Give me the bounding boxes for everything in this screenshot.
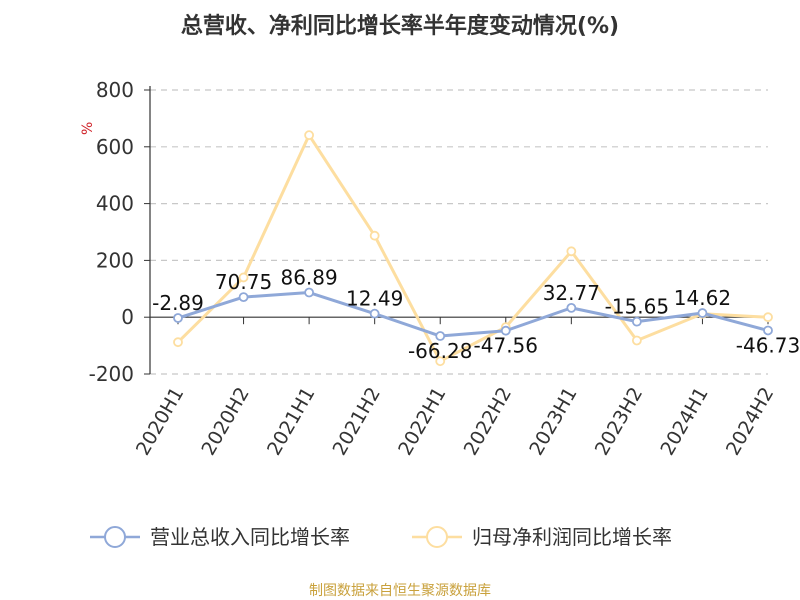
data-label: 86.89 bbox=[280, 266, 337, 290]
data-label: -47.56 bbox=[474, 334, 538, 358]
data-point[interactable] bbox=[763, 325, 773, 336]
x-tick-label: 2023H2 bbox=[591, 384, 647, 460]
x-tick-label: 2021H1 bbox=[263, 384, 319, 460]
series-group bbox=[173, 130, 773, 367]
data-point[interactable] bbox=[631, 316, 642, 327]
data-point[interactable] bbox=[566, 302, 577, 313]
series-line bbox=[177, 291, 769, 338]
data-point[interactable] bbox=[435, 331, 446, 341]
data-point[interactable] bbox=[435, 356, 446, 367]
legend-marker bbox=[426, 526, 448, 548]
data-point[interactable] bbox=[304, 287, 315, 298]
x-tick-label: 2020H1 bbox=[132, 384, 188, 460]
x-tick-label: 2024H2 bbox=[722, 384, 778, 460]
data-point[interactable] bbox=[697, 308, 708, 318]
data-label: -15.65 bbox=[605, 295, 669, 319]
data-point[interactable] bbox=[631, 335, 642, 346]
x-tick-label: 2024H1 bbox=[656, 384, 712, 460]
legend-item[interactable]: 营业总收入同比增长率 bbox=[90, 525, 350, 549]
data-point[interactable] bbox=[238, 272, 249, 283]
y-tick-label: -200 bbox=[89, 362, 134, 386]
y-tick-label: 0 bbox=[121, 305, 134, 329]
data-label: 70.75 bbox=[215, 270, 272, 294]
data-point[interactable] bbox=[763, 312, 773, 323]
data-labels: -2.89 70.75 86.89 12.49 -66.28 -47.56 32.77-15… bbox=[152, 266, 800, 364]
data-label: -46.73 bbox=[736, 333, 800, 357]
y-tick-label: 400 bbox=[96, 192, 134, 216]
legend-label: 归母净利润同比增长率 bbox=[472, 525, 672, 549]
data-label: 32.77 bbox=[543, 281, 600, 305]
data-point[interactable] bbox=[173, 337, 183, 348]
y-tick-label: 800 bbox=[96, 78, 134, 102]
data-point[interactable] bbox=[566, 246, 577, 257]
y-unit-label: % bbox=[80, 122, 96, 135]
y-tick-label: 600 bbox=[96, 135, 134, 159]
data-point[interactable] bbox=[304, 130, 315, 141]
data-point[interactable] bbox=[173, 313, 183, 323]
chart-title: 总营收、净利同比增长率半年度变动情况(%) bbox=[181, 13, 619, 39]
legend-marker bbox=[104, 526, 126, 548]
data-point[interactable] bbox=[238, 292, 249, 303]
legend-item[interactable]: 归母净利润同比增长率 bbox=[412, 525, 672, 549]
data-point[interactable] bbox=[369, 308, 380, 319]
data-label: -2.89 bbox=[152, 291, 204, 315]
x-tick-label: 2020H2 bbox=[197, 384, 253, 460]
legend-label: 营业总收入同比增长率 bbox=[150, 525, 350, 549]
x-tick-label: 2023H1 bbox=[525, 384, 581, 460]
x-tick-label: 2021H2 bbox=[329, 384, 385, 460]
x-tick-label: 2022H1 bbox=[394, 384, 450, 460]
x-tick-label: 2022H2 bbox=[460, 384, 516, 460]
legend[interactable]: 营业总收入同比增长率 归母净利润同比增长率 bbox=[90, 525, 672, 549]
data-point[interactable] bbox=[500, 325, 511, 336]
series-line bbox=[176, 133, 769, 363]
grid-lines bbox=[150, 89, 768, 375]
y-tick-label: 200 bbox=[96, 248, 134, 272]
data-label: 14.62 bbox=[674, 286, 731, 310]
source-note: 制图数据来自恒生聚源数据库 bbox=[309, 583, 491, 599]
data-label: -66.28 bbox=[408, 339, 472, 363]
data-label: 12.49 bbox=[346, 287, 403, 311]
data-point[interactable] bbox=[369, 230, 380, 241]
